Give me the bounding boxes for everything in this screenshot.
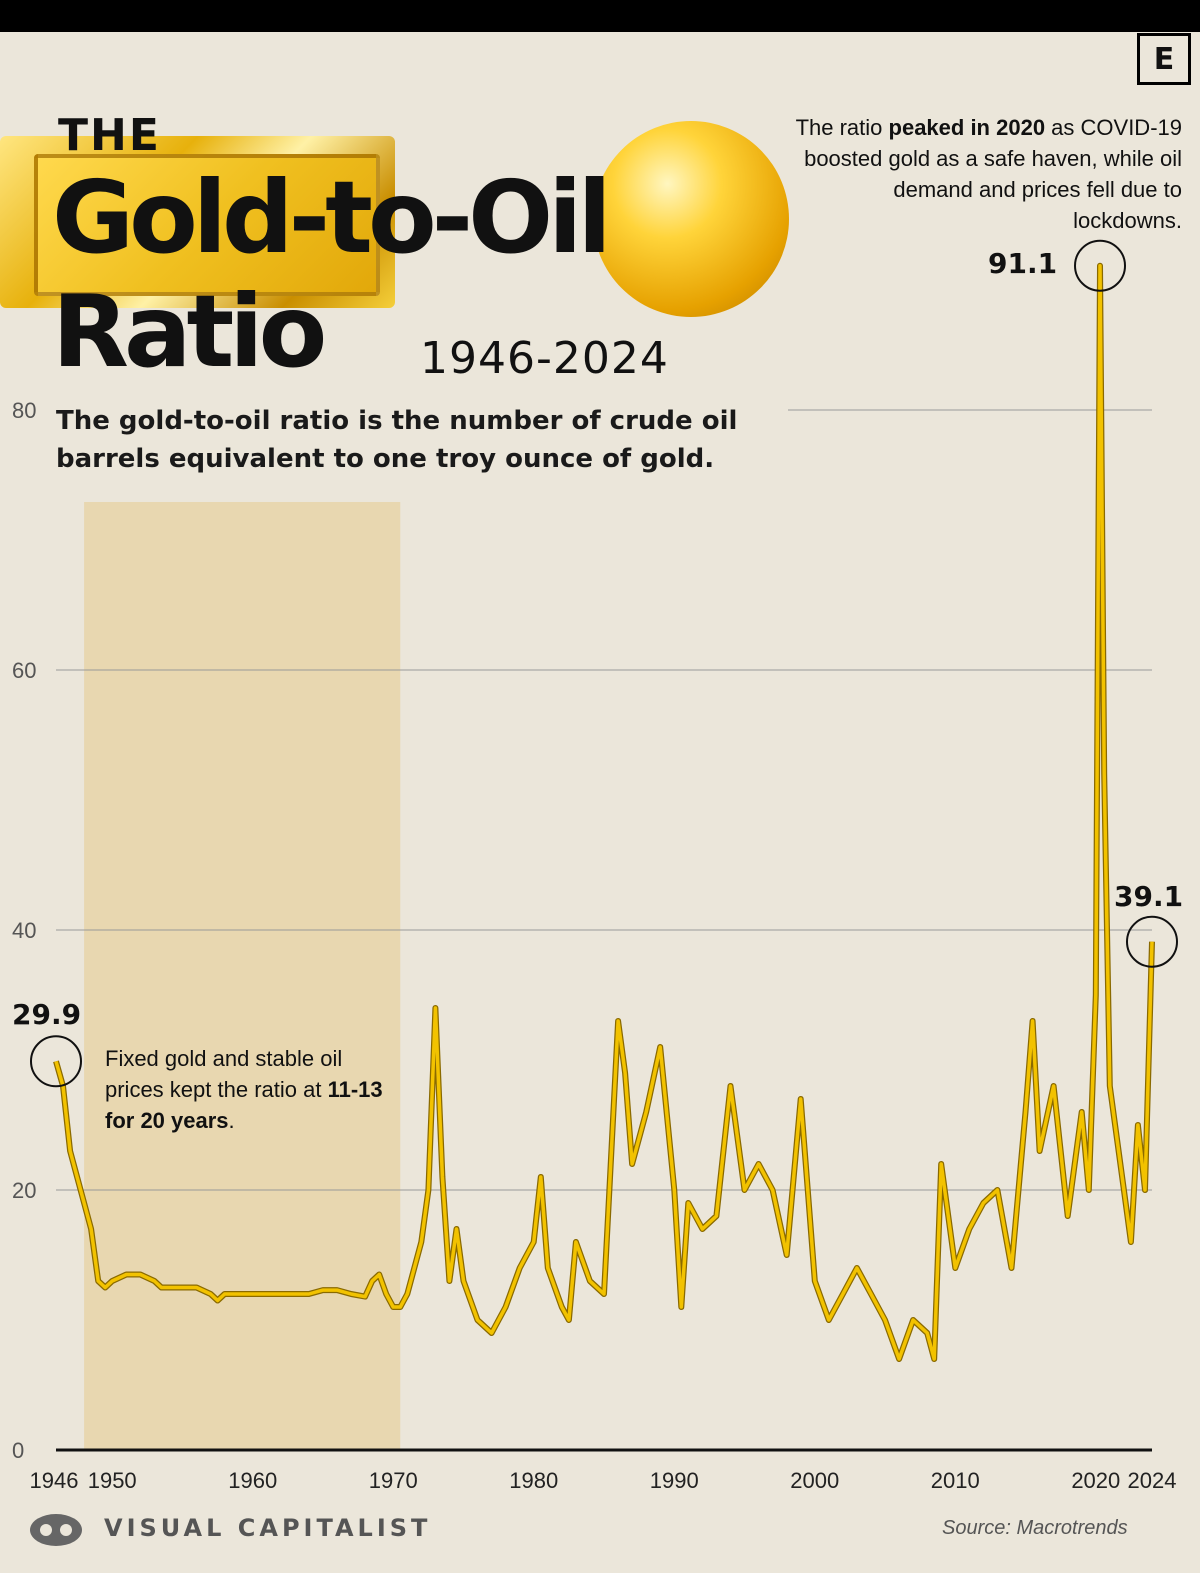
top-bar [0, 0, 1200, 32]
x-tick-label: 1970 [369, 1468, 418, 1493]
source-note: Source: Macrotrends [942, 1517, 1128, 1539]
visual-capitalist-icon [30, 1514, 82, 1546]
callout-end-value: 39.1 [1114, 880, 1184, 913]
fixed-annotation-bold: 11-13 for 20 years [105, 1077, 383, 1133]
x-tick-label: 1980 [509, 1468, 558, 1493]
y-tick-label: 0 [12, 1438, 24, 1463]
y-tick-label: 80 [12, 398, 36, 423]
fixed-annotation-pre: Fixed gold and stable oil prices kept th… [105, 1046, 343, 1102]
x-tick-label: 1960 [228, 1468, 277, 1493]
x-tick-label: 1950 [88, 1468, 137, 1493]
brand-name: VISUAL CAPITALIST [104, 1514, 432, 1542]
peak-marker [1074, 239, 1127, 292]
fixed-price-annotation: Fixed gold and stable oil prices kept th… [105, 1043, 405, 1136]
x-tick-label: 2020 [1071, 1468, 1120, 1493]
callout-peak-value: 91.1 [988, 247, 1058, 280]
peak-annotation-post: as COVID-19 boosted gold as a safe haven… [804, 115, 1182, 233]
shaded-period [84, 502, 401, 1450]
callout-start-value: 29.9 [12, 998, 82, 1031]
peak-annotation-bold: peaked in 2020 [888, 115, 1046, 140]
x-tick-label: 2000 [790, 1468, 839, 1493]
y-tick-label: 40 [12, 918, 36, 943]
end-marker [1126, 915, 1178, 968]
x-tick-label: 2024 [1128, 1468, 1177, 1493]
start-marker [30, 1035, 82, 1088]
y-tick-label: 20 [12, 1178, 36, 1203]
x-tick-label: 2010 [931, 1468, 980, 1493]
peak-annotation: The ratio peaked in 2020 as COVID-19 boo… [790, 112, 1182, 236]
chart-subtitle: The gold-to-oil ratio is the number of c… [56, 406, 738, 474]
fixed-annotation-post: . [228, 1108, 235, 1133]
x-tick-label: 1990 [650, 1468, 699, 1493]
x-tick-label: 1946 [30, 1468, 79, 1493]
publisher-logo: E [1137, 33, 1191, 85]
series-line [54, 263, 1154, 1361]
gold-bar-face [34, 154, 380, 296]
page-title-line2: Ratio [52, 273, 327, 390]
page-title: Gold-to-Oil [52, 159, 612, 276]
oil-drop-graphic [593, 121, 789, 317]
title-prefix: THE [58, 110, 161, 161]
peak-annotation-pre: The ratio [795, 115, 889, 140]
year-range: 1946-2024 [420, 333, 669, 384]
y-tick-label: 60 [12, 658, 36, 683]
